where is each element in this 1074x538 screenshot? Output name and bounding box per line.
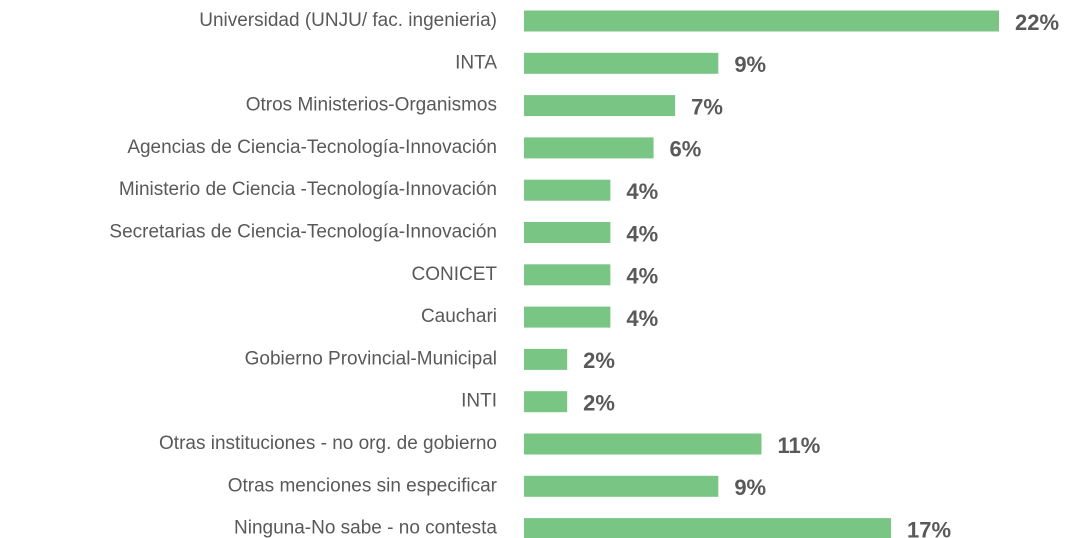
category-label: Gobierno Provincial-Municipal	[245, 348, 497, 369]
category-label: Otras menciones sin especificar	[228, 475, 498, 496]
bar	[524, 475, 719, 497]
value-label: 4%	[626, 179, 658, 204]
bar	[524, 264, 611, 286]
value-label: 9%	[734, 475, 766, 500]
bar	[524, 10, 999, 32]
bar	[524, 179, 611, 201]
category-label: Otras instituciones - no org. de gobiern…	[159, 433, 497, 454]
category-label: Ministerio de Ciencia -Tecnología-Innova…	[119, 179, 497, 200]
value-label: 4%	[626, 221, 658, 246]
value-label: 2%	[583, 391, 615, 416]
category-label: CONICET	[412, 264, 498, 285]
category-label: Otros Ministerios-Organismos	[246, 95, 497, 116]
value-label: 9%	[734, 52, 766, 77]
value-label: 2%	[583, 348, 615, 373]
bar	[524, 518, 892, 538]
bar	[524, 348, 568, 370]
value-label: 4%	[626, 306, 658, 331]
value-label: 4%	[626, 264, 658, 289]
category-label: INTI	[461, 391, 497, 412]
value-label: 11%	[778, 433, 821, 458]
value-label: 6%	[670, 137, 702, 162]
bar	[524, 306, 611, 328]
bar	[524, 222, 611, 243]
category-label: INTA	[455, 52, 497, 73]
bar	[524, 52, 719, 74]
category-label: Universidad (UNJU/ fac. ingenieria)	[199, 10, 497, 31]
category-label: Ninguna-No sabe - no contesta	[234, 518, 497, 538]
category-label: Agencias de Ciencia-Tecnología-Innovació…	[127, 137, 497, 158]
value-label: 17%	[907, 517, 951, 538]
bar	[524, 391, 568, 413]
bar	[524, 95, 676, 117]
category-label: Cauchari	[421, 306, 497, 327]
value-label: 7%	[691, 94, 723, 119]
bar	[524, 137, 654, 159]
value-label: 22%	[1015, 10, 1059, 35]
category-label: Secretarias de Ciencia-Tecnología-Innova…	[109, 222, 497, 243]
bar	[524, 433, 762, 455]
